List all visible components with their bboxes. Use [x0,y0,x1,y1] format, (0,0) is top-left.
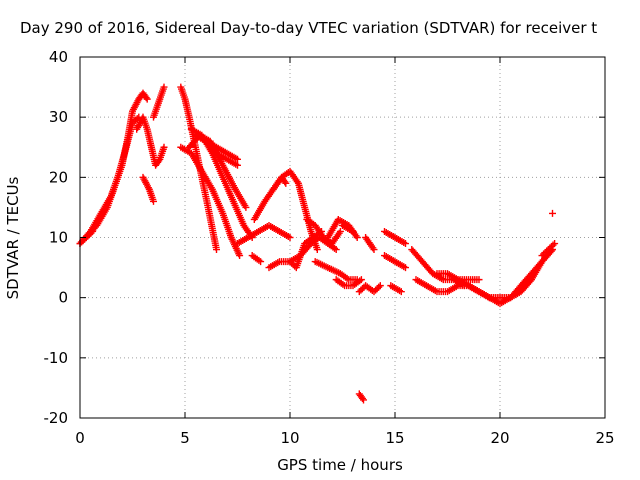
x-tick-label: 25 [595,429,614,447]
data-point-marker [353,234,361,241]
data-point-marker [87,229,95,237]
data-point-marker [336,227,344,235]
data-point-marker [160,143,168,151]
data-point-marker [332,246,340,254]
data-point-marker [376,282,384,290]
y-tick-label: 0 [58,289,68,307]
data-point-marker [549,209,556,217]
y-tick-label: -20 [44,409,69,427]
series-pass-u [332,276,365,290]
series-pass-l [248,252,265,266]
x-axis-label: GPS time / hours [277,456,403,474]
data-point-marker [397,288,405,296]
x-tick-label: 0 [75,429,85,447]
series-pass-z [381,252,409,272]
data-point-marker [160,83,168,91]
data-point-marker [402,240,409,248]
x-tick-label: 15 [385,429,404,447]
data-point-marker [142,94,150,102]
y-tick-label: 40 [49,48,68,66]
axis-ticks: 0 5 10 15 20 25 40 30 20 10 0 -10 -20 [44,48,615,447]
series-pass-p [234,221,294,248]
data-point-marker [402,264,409,272]
series-pass-d [139,173,157,205]
y-tick-label: 30 [49,108,68,126]
data-point-marker [282,179,290,187]
data-point-marker [213,246,220,254]
y-axis-label: SDTVAR / TECUs [4,176,22,299]
series-pass-j [192,131,241,163]
series-pass-e [150,83,168,121]
plot-area-background [80,57,605,418]
series-pass-w [355,282,384,296]
data-point-marker [286,234,294,241]
series-pass-o [269,167,321,254]
series-pass-aa [387,282,405,296]
series-pass-r [303,215,344,248]
series-pass-aj [549,209,556,217]
data-point-marker [375,283,383,291]
data-point-marker [234,155,241,163]
data-series [76,83,559,404]
series-pass-ai [538,240,559,260]
series-pass-c [133,113,168,169]
x-tick-label: 10 [280,429,299,447]
x-tick-label: 5 [180,429,190,447]
series-pass-y [381,227,409,248]
data-point-marker [357,276,365,284]
data-point-marker [257,258,265,266]
data-point-marker [360,396,367,404]
series-pass-g [177,143,244,260]
data-point-marker [155,157,163,165]
y-tick-label: 10 [49,229,68,247]
data-point-marker [89,227,97,235]
data-point-marker [370,246,378,254]
data-point-marker [143,95,151,103]
data-point-marker [242,203,250,211]
data-point-marker [281,178,289,186]
data-point-marker [549,241,557,249]
series-pass-ab [355,390,367,404]
data-point-marker [358,394,366,402]
series-pass-k [213,149,241,169]
chart-title: Day 290 of 2016, Sidereal Day-to-day VTE… [20,19,597,37]
data-point-marker [349,227,357,235]
data-point-marker [236,252,244,260]
series-pass-x [362,234,378,254]
data-point-marker [475,276,483,284]
series-pass-v [339,221,357,235]
y-tick-label: 20 [49,168,68,186]
data-point-marker [234,161,241,169]
data-point-marker [313,246,321,254]
data-point-marker [150,197,157,205]
series-pass-s [311,258,361,284]
data-point-marker [551,240,559,248]
y-tick-label: -10 [44,349,69,367]
x-tick-label: 20 [490,429,509,447]
